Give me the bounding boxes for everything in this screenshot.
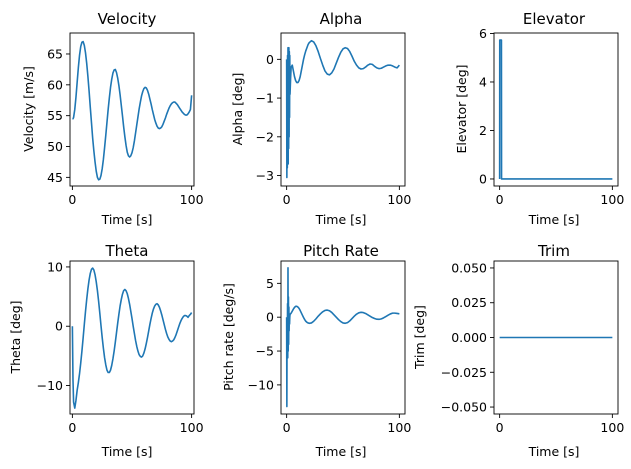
y-axis-label: Velocity [m/s] — [21, 66, 36, 152]
y-tick-label: 0.000 — [451, 330, 487, 345]
series-line-0 — [72, 40, 193, 181]
y-tick-label: −10 — [37, 378, 63, 393]
series-line-0 — [285, 39, 400, 179]
series-line-0 — [285, 266, 400, 408]
x-axis-label: Time [s] — [101, 444, 153, 459]
y-tick-label: −0.025 — [441, 365, 487, 380]
y-tick-label: 0 — [55, 319, 63, 334]
y-tick-label: −5 — [256, 344, 274, 359]
y-axis-label: Theta [deg] — [8, 300, 23, 374]
axes-frame — [493, 32, 619, 187]
y-tick-label: 0 — [479, 171, 487, 186]
y-tick-label: 4 — [479, 74, 487, 89]
y-tick-label: −3 — [256, 168, 274, 183]
y-tick-label: 65 — [47, 46, 63, 61]
x-tick-label: 100 — [600, 192, 624, 207]
panel-title: Alpha — [320, 10, 363, 28]
y-tick-label: 50 — [47, 139, 63, 154]
y-tick-label: 6 — [479, 26, 487, 41]
y-tick-label: 45 — [47, 170, 63, 185]
panel-title: Elevator — [523, 10, 586, 28]
panel-title: Pitch Rate — [303, 242, 379, 260]
series-line-0 — [498, 39, 613, 180]
y-tick-label: −10 — [248, 377, 274, 392]
y-axis-label: Elevator [deg] — [454, 64, 469, 153]
x-tick-label: 0 — [496, 420, 504, 435]
y-tick-label: 0 — [266, 52, 274, 67]
panel-title: Theta — [105, 242, 149, 260]
y-axis-label: Trim [deg] — [412, 305, 427, 370]
x-tick-label: 0 — [283, 192, 291, 207]
y-tick-label: 2 — [479, 123, 487, 138]
y-tick-label: 5 — [266, 276, 274, 291]
y-tick-label: 0 — [266, 310, 274, 325]
y-tick-label: −1 — [256, 91, 274, 106]
y-axis-label: Alpha [deg] — [230, 73, 245, 146]
y-tick-label: 0.050 — [451, 260, 487, 275]
panel-alpha: Alpha Time [s] Alpha [deg] 0 100 −3 −2 −1 0 — [230, 10, 411, 227]
y-axis-label: Pitch rate [deg/s] — [221, 283, 236, 391]
x-tick-label: 100 — [387, 420, 411, 435]
x-tick-label: 0 — [496, 192, 504, 207]
panel-title: Trim — [537, 242, 570, 260]
x-tick-label: 0 — [68, 192, 76, 207]
panel-pitch-rate: Pitch Rate Time [s] Pitch rate [deg/s] 0… — [221, 242, 411, 459]
x-axis-label: Time [s] — [315, 212, 367, 227]
axes-frame — [69, 32, 195, 187]
x-tick-label: 0 — [68, 420, 76, 435]
panel-theta: Theta Time [s] Theta [deg] 0 100 −10 0 10 — [8, 242, 204, 459]
y-tick-label: 10 — [47, 259, 63, 274]
y-tick-label: 55 — [47, 108, 63, 123]
axes-frame — [280, 260, 406, 415]
x-tick-label: 100 — [600, 420, 624, 435]
y-tick-label: −2 — [256, 129, 274, 144]
panel-velocity: Velocity Time [s] Velocity [m/s] 0 100 45 5… — [21, 10, 204, 227]
panel-title: Velocity — [98, 10, 157, 28]
x-axis-label: Time [s] — [101, 212, 153, 227]
panel-trim: Trim Time [s] Trim [deg] 0 100 −0.050 −0.02… — [412, 242, 624, 459]
x-axis-label: Time [s] — [315, 444, 367, 459]
x-tick-label: 0 — [283, 420, 291, 435]
x-axis-label: Time [s] — [528, 444, 580, 459]
x-tick-label: 100 — [387, 192, 411, 207]
axes-frame — [69, 260, 195, 415]
axes-frame — [280, 32, 406, 187]
x-tick-label: 100 — [180, 420, 204, 435]
x-tick-label: 100 — [180, 192, 204, 207]
panel-elevator: Elevator Time [s] Elevator [deg] 0 100 0 2 4… — [454, 10, 624, 227]
y-tick-label: −0.050 — [441, 400, 487, 415]
y-tick-label: 0.025 — [451, 295, 487, 310]
x-axis-label: Time [s] — [528, 212, 580, 227]
y-tick-label: 60 — [47, 77, 63, 92]
series-line-0 — [71, 267, 193, 409]
